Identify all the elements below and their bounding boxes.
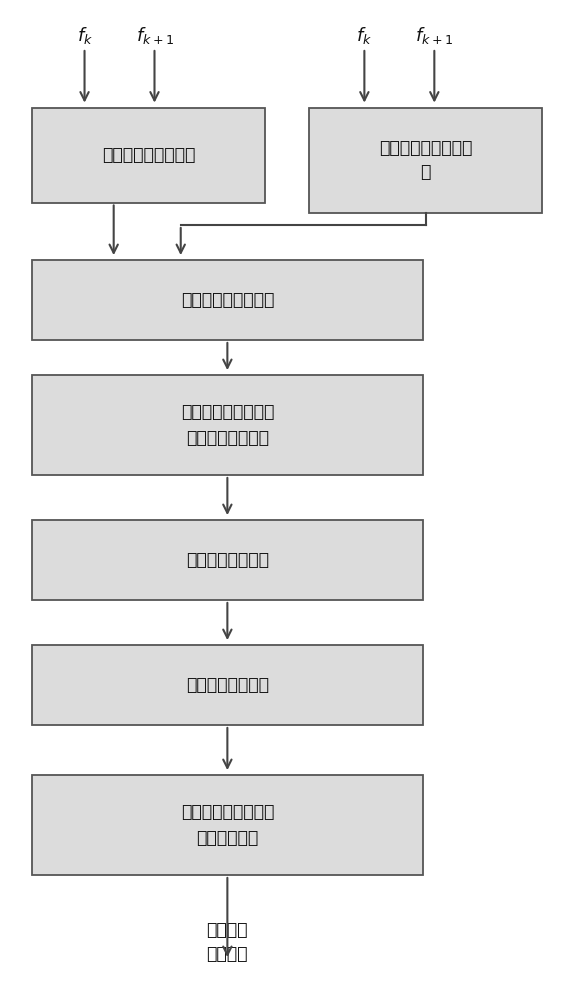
FancyBboxPatch shape — [32, 260, 423, 340]
Text: 混合高斯模型匹配: 混合高斯模型匹配 — [186, 551, 269, 569]
FancyBboxPatch shape — [309, 107, 542, 213]
Text: 高斯模型参数更新: 高斯模型参数更新 — [186, 676, 269, 694]
Text: 引入梯度系数的帧差: 引入梯度系数的帧差 — [181, 291, 274, 309]
Text: 计算相邻两帧的帧差: 计算相邻两帧的帧差 — [102, 146, 195, 164]
Text: 检测结果合并、重新
标记连通分量: 检测结果合并、重新 标记连通分量 — [181, 804, 274, 846]
Text: $f_{k+1}$: $f_{k+1}$ — [135, 24, 174, 45]
FancyBboxPatch shape — [32, 775, 423, 875]
Text: 运动目标
检测结果: 运动目标 检测结果 — [206, 920, 248, 964]
Text: 中值滤波、阈值化处
理、标记连通分量: 中值滤波、阈值化处 理、标记连通分量 — [181, 403, 274, 446]
Text: $f_k$: $f_k$ — [76, 24, 93, 45]
Text: $f_{k+1}$: $f_{k+1}$ — [415, 24, 454, 45]
FancyBboxPatch shape — [32, 375, 423, 475]
Text: $f_k$: $f_k$ — [356, 24, 373, 45]
FancyBboxPatch shape — [32, 107, 265, 202]
FancyBboxPatch shape — [32, 520, 423, 600]
Text: 计算相邻两帧的梯度
差: 计算相邻两帧的梯度 差 — [379, 138, 472, 182]
FancyBboxPatch shape — [32, 645, 423, 725]
